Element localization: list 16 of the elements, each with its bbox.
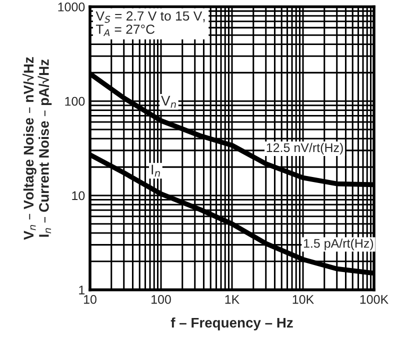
x-axis-title: f – Frequency – Hz [170,317,293,330]
annotation: 12.5 nV/rt(Hz) [266,142,343,155]
y-tick-label: 10 [72,191,85,200]
series-label: I$_{n}$ [152,164,160,177]
series-label: V$_{n}$ [161,96,176,108]
x-tick-label: 10 [84,295,96,304]
y-axis-title: V$_{n}$ – Voltage Noise – nV/√Hz I$_{n}$ – Current Noise – pA/√Hz [22,57,52,240]
x-tick-label: 1K [225,295,240,304]
x-tick-label: 100 [152,295,171,304]
x-tick-label: 10K [292,295,314,304]
annotation: 1.5 pA/rt(Hz) [304,238,374,250]
x-tick-label: 100K [360,295,388,304]
y-tick-label: 1000 [58,2,85,12]
y-tick-label: 1 [79,286,85,294]
annotation: V$_{S}$ = 2.7 V to 15 V, T$_{A}$ = 27°C [96,11,205,36]
y-tick-label: 100 [65,96,85,106]
